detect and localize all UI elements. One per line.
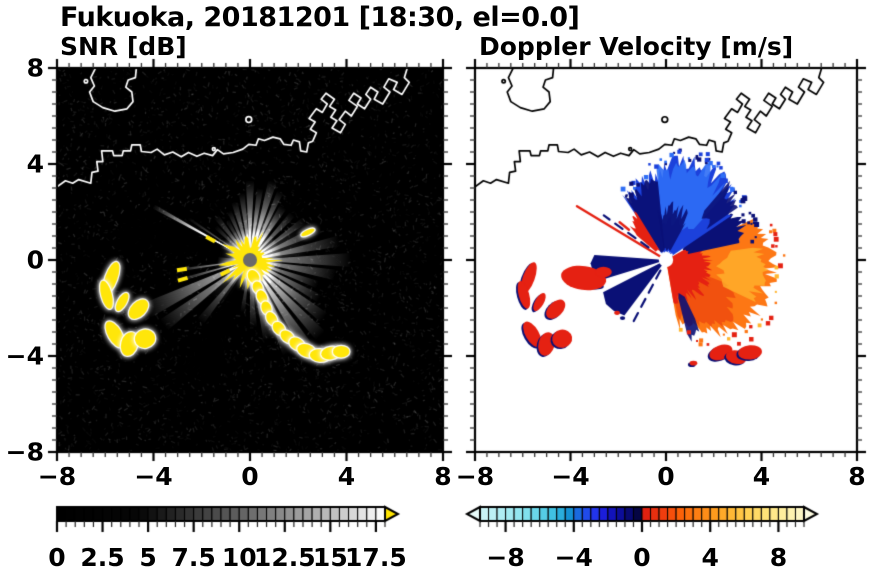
snr-y-tick-label: 4 <box>26 149 44 179</box>
doppler-colorbar-tick-label: −4 <box>554 543 593 570</box>
snr-colorbar-tick-label: 15 <box>312 543 348 570</box>
snr-panel-label: SNR [dB] <box>60 32 187 61</box>
page-title: Fukuoka, 20181201 [18:30, el=0.0] <box>60 2 580 33</box>
doppler-x-tick-label: −8 <box>455 462 495 491</box>
snr-colorbar-tick-label: 7.5 <box>171 543 216 570</box>
snr-colorbar-tick-label: 10 <box>221 543 257 570</box>
snr-colorbar-tick-label: 12.5 <box>253 543 316 570</box>
doppler-colorbar-tick-label: 8 <box>769 543 788 570</box>
doppler-colorbar-tick-label: 0 <box>633 543 651 570</box>
doppler-panel-label: Doppler Velocity [m/s] <box>479 32 794 61</box>
snr-colorbar-tick-label: 17.5 <box>345 543 407 570</box>
snr-x-tick-label: −8 <box>37 462 77 491</box>
doppler-colorbar-tick-label: −8 <box>486 543 525 570</box>
snr-x-tick-label: 8 <box>434 462 452 491</box>
doppler-colorbar-tick-label: 4 <box>701 543 719 570</box>
snr-x-tick-label: −4 <box>134 462 173 491</box>
snr-y-tick-label: −4 <box>5 341 44 371</box>
snr-colorbar-tick-label: 0 <box>48 543 66 570</box>
snr-colorbar-tick-label: 5 <box>139 543 157 570</box>
snr-x-tick-label: 0 <box>241 462 259 491</box>
doppler-x-tick-label: −4 <box>551 462 590 491</box>
snr-colorbar-tick-label: 2.5 <box>80 543 125 570</box>
snr-x-tick-label: 4 <box>337 462 356 491</box>
snr-y-tick-label: 8 <box>26 53 44 83</box>
snr-y-tick-label: 0 <box>26 245 44 275</box>
doppler-x-tick-label: 8 <box>848 462 866 491</box>
doppler-x-tick-label: 0 <box>657 462 675 491</box>
doppler-x-tick-label: 4 <box>752 462 771 491</box>
snr-y-tick-label: −8 <box>5 437 44 467</box>
